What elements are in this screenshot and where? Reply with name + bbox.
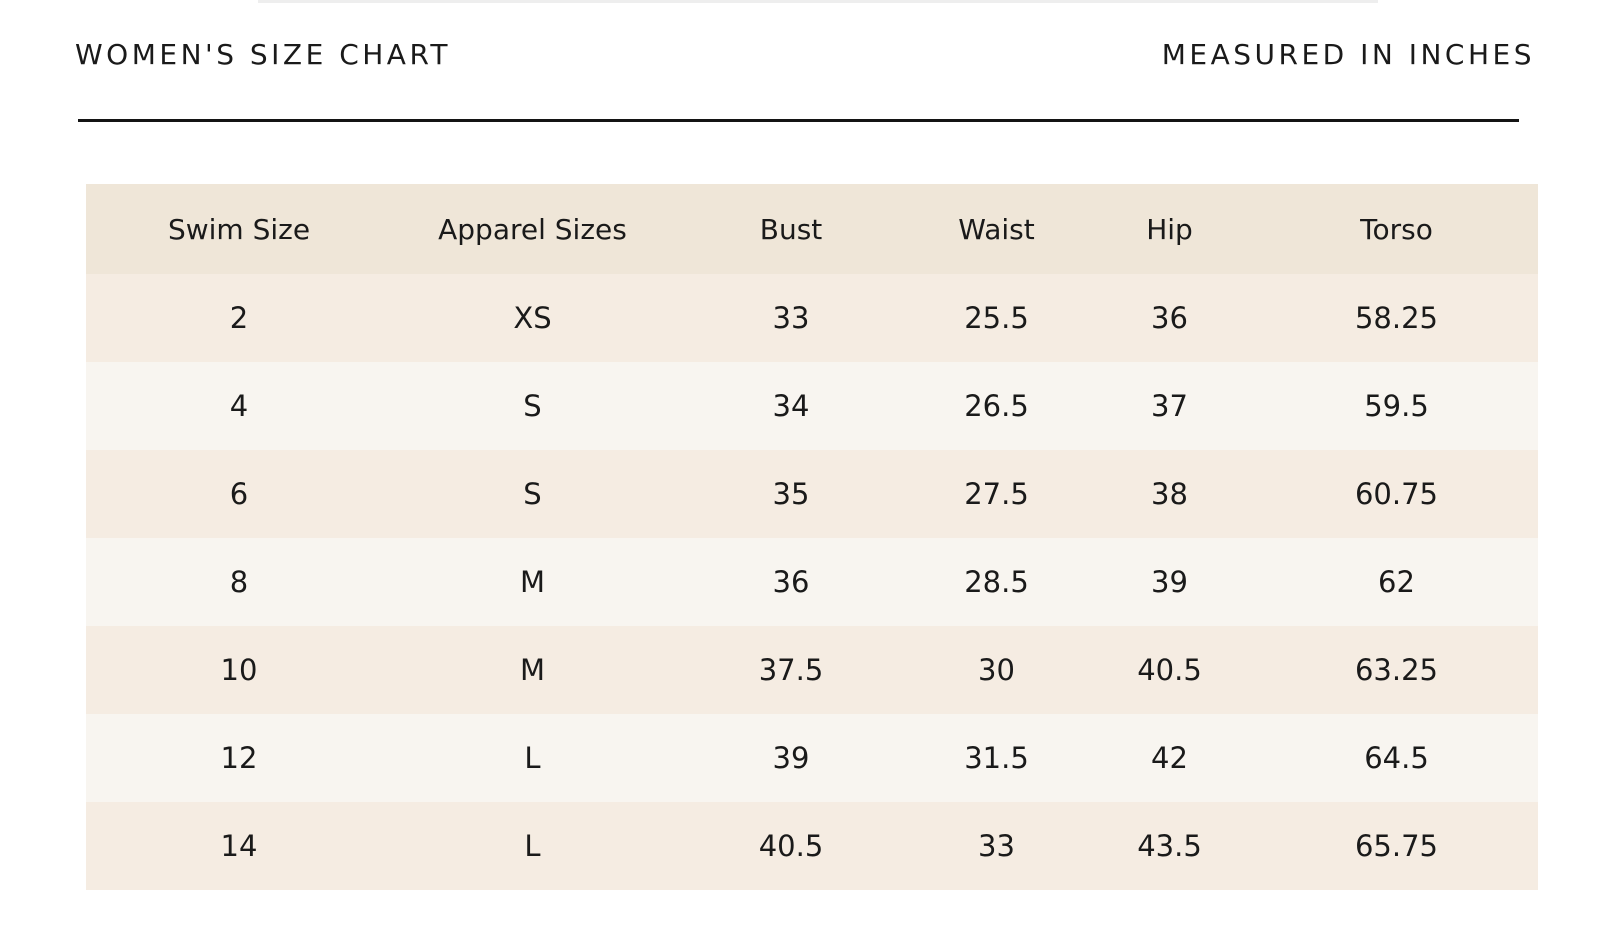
size-table: Swim Size Apparel Sizes Bust Waist Hip T… — [86, 184, 1538, 890]
cell-hip: 42 — [1151, 741, 1188, 775]
cell-hip: 43.5 — [1137, 829, 1202, 863]
col-header-bust: Bust — [759, 212, 823, 246]
table-row: 4 S 34 26.5 37 59.5 — [86, 362, 1538, 450]
cell-bust: 36 — [772, 565, 810, 599]
cell-swim-size: 8 — [229, 565, 249, 599]
cell-hip: 36 — [1151, 301, 1188, 335]
cell-apparel-size: XS — [513, 301, 552, 335]
cell-torso: 58.25 — [1354, 301, 1439, 335]
cell-hip: 39 — [1151, 565, 1188, 599]
cell-hip: 40.5 — [1137, 653, 1202, 687]
cell-bust: 37.5 — [758, 653, 824, 687]
cell-waist: 31.5 — [964, 741, 1029, 775]
table-body: 2 XS 33 25.5 36 58.25 4 S 34 26.5 37 59.5 6 S 35 27.5 38… — [86, 274, 1538, 890]
cell-waist: 30 — [978, 653, 1015, 687]
col-header-torso: Torso — [1360, 212, 1433, 246]
cell-apparel-size: L — [524, 741, 541, 775]
cell-torso: 59.5 — [1364, 389, 1429, 423]
cell-torso: 60.75 — [1354, 477, 1439, 511]
header-divider — [78, 119, 1519, 122]
cell-torso: 62 — [1378, 565, 1415, 599]
cell-swim-size: 6 — [229, 477, 249, 511]
cell-bust: 34 — [772, 389, 810, 423]
cell-torso: 63.25 — [1354, 653, 1439, 687]
cell-swim-size: 4 — [229, 389, 249, 423]
cell-apparel-size: M — [519, 653, 546, 687]
chart-header: WOMEN'S SIZE CHART MEASURED IN INCHES — [75, 32, 1535, 82]
table-header-row: Swim Size Apparel Sizes Bust Waist Hip T… — [86, 184, 1538, 274]
cell-waist: 26.5 — [964, 389, 1029, 423]
cell-apparel-size: S — [523, 389, 542, 423]
cell-bust: 39 — [772, 741, 810, 775]
cell-apparel-size: L — [524, 829, 541, 863]
cell-apparel-size: S — [523, 477, 542, 511]
table-row: 10 M 37.5 30 40.5 63.25 — [86, 626, 1538, 714]
col-header-apparel-sizes: Apparel Sizes — [438, 212, 627, 246]
cell-waist: 28.5 — [964, 565, 1029, 599]
cell-bust: 35 — [772, 477, 810, 511]
cell-waist: 27.5 — [964, 477, 1029, 511]
table-row: 14 L 40.5 33 43.5 65.75 — [86, 802, 1538, 890]
col-header-waist: Waist — [958, 212, 1035, 246]
cell-waist: 25.5 — [964, 301, 1029, 335]
cell-bust: 40.5 — [758, 829, 824, 863]
cell-swim-size: 12 — [220, 741, 258, 775]
top-edge-rule — [258, 0, 1378, 3]
col-header-hip: Hip — [1146, 212, 1193, 246]
cell-waist: 33 — [978, 829, 1015, 863]
cell-swim-size: 14 — [220, 829, 258, 863]
cell-hip: 38 — [1151, 477, 1188, 511]
table-row: 2 XS 33 25.5 36 58.25 — [86, 274, 1538, 362]
cell-apparel-size: M — [519, 565, 546, 599]
cell-bust: 33 — [772, 301, 810, 335]
col-header-swim-size: Swim Size — [167, 212, 311, 246]
units-label: MEASURED IN INCHES — [1161, 38, 1535, 71]
table-row: 6 S 35 27.5 38 60.75 — [86, 450, 1538, 538]
table-row: 8 M 36 28.5 39 62 — [86, 538, 1538, 626]
cell-hip: 37 — [1151, 389, 1188, 423]
cell-torso: 65.75 — [1354, 829, 1439, 863]
page-title: WOMEN'S SIZE CHART — [75, 38, 451, 71]
cell-torso: 64.5 — [1364, 741, 1429, 775]
cell-swim-size: 10 — [220, 653, 258, 687]
table-row: 12 L 39 31.5 42 64.5 — [86, 714, 1538, 802]
cell-swim-size: 2 — [229, 301, 249, 335]
